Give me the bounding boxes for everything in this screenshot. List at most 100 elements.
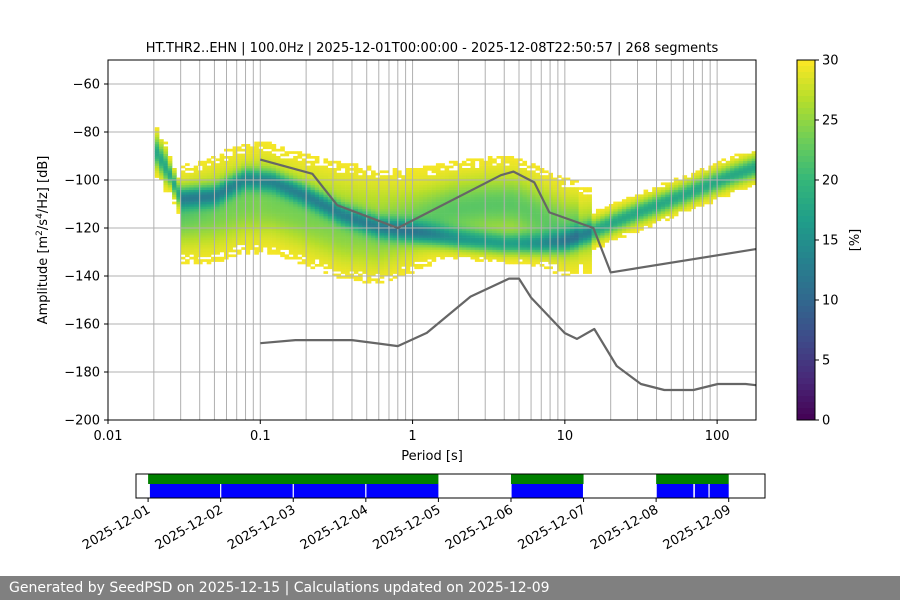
psd-cell bbox=[613, 223, 618, 226]
psd-cell bbox=[435, 172, 441, 176]
psd-cell bbox=[595, 208, 601, 212]
psd-cell bbox=[401, 194, 406, 198]
psd-cell bbox=[228, 240, 233, 243]
psd-cell bbox=[751, 170, 757, 174]
psd-cell bbox=[267, 177, 272, 181]
psd-cell bbox=[163, 168, 169, 171]
psd-cell bbox=[275, 182, 281, 186]
psd-cell bbox=[306, 216, 311, 219]
psd-cell bbox=[340, 268, 346, 272]
psd-cell bbox=[206, 182, 212, 186]
psd-cell bbox=[262, 182, 268, 186]
psd-cell bbox=[254, 247, 259, 250]
psd-cell bbox=[336, 266, 342, 270]
psd-cell bbox=[215, 192, 220, 195]
psd-cell bbox=[288, 182, 294, 186]
psd-cell bbox=[340, 182, 346, 186]
psd-cell bbox=[301, 153, 307, 157]
psd-cell bbox=[206, 168, 212, 171]
psd-cell bbox=[535, 235, 541, 238]
psd-cell bbox=[345, 204, 350, 207]
psd-cell bbox=[453, 184, 458, 188]
psd-cell bbox=[392, 256, 398, 260]
psd-cell bbox=[245, 144, 251, 147]
psd-cell bbox=[561, 256, 566, 260]
psd-cell bbox=[267, 153, 272, 157]
psd-cell bbox=[232, 211, 238, 214]
psd-cell bbox=[245, 165, 251, 169]
psd-cell bbox=[570, 247, 575, 250]
psd-cell bbox=[539, 230, 545, 234]
psd-cell bbox=[310, 192, 316, 195]
psd-cell bbox=[418, 211, 424, 214]
psd-cell bbox=[358, 211, 363, 214]
psd-cell bbox=[444, 170, 450, 174]
psd-cell bbox=[172, 184, 177, 188]
psd-cell bbox=[717, 160, 722, 164]
psd-cell bbox=[167, 160, 173, 164]
psd-cell bbox=[388, 247, 393, 250]
psd-cell bbox=[206, 189, 212, 193]
psd-cell bbox=[483, 225, 489, 229]
psd-cell bbox=[518, 187, 523, 190]
psd-cell bbox=[513, 228, 519, 231]
psd-cell bbox=[232, 151, 238, 154]
psd-cell bbox=[211, 225, 216, 229]
psd-cell bbox=[582, 187, 588, 190]
psd-cell bbox=[371, 225, 376, 229]
psd-cell bbox=[340, 163, 346, 166]
psd-cell bbox=[574, 240, 579, 243]
psd-cell bbox=[396, 242, 402, 246]
psd-cell bbox=[371, 192, 376, 195]
psd-cell bbox=[461, 163, 467, 166]
psd-cell bbox=[353, 182, 359, 186]
psd-cell bbox=[613, 230, 618, 234]
psd-cell bbox=[241, 196, 246, 200]
psd-cell bbox=[293, 194, 298, 198]
psd-cell bbox=[180, 184, 186, 188]
psd-cell bbox=[522, 220, 528, 224]
psd-cell bbox=[288, 151, 294, 154]
psd-cell bbox=[483, 220, 489, 224]
psd-cell bbox=[336, 235, 342, 238]
psd-cell bbox=[189, 235, 195, 238]
psd-cell bbox=[288, 232, 294, 236]
psd-cell bbox=[643, 220, 649, 224]
psd-cell bbox=[293, 192, 298, 195]
psd-cell bbox=[319, 165, 324, 169]
psd-cell bbox=[275, 216, 281, 219]
psd-cell bbox=[578, 237, 584, 241]
psd-cell bbox=[193, 228, 199, 231]
psd-cell bbox=[336, 189, 342, 193]
psd-cell bbox=[422, 242, 428, 246]
psd-cell bbox=[492, 218, 497, 222]
psd-cell bbox=[492, 213, 497, 217]
psd-cell bbox=[444, 180, 450, 183]
psd-cell bbox=[751, 182, 757, 186]
psd-cell bbox=[474, 158, 480, 162]
psd-cell bbox=[492, 208, 497, 212]
psd-cell bbox=[704, 175, 709, 178]
psd-cell bbox=[461, 204, 467, 207]
psd-cell bbox=[185, 208, 190, 212]
psd-cell bbox=[288, 201, 294, 205]
psd-cell bbox=[288, 180, 294, 183]
psd-cell bbox=[604, 220, 610, 224]
psd-cell bbox=[570, 271, 575, 274]
psd-cell bbox=[574, 268, 579, 272]
psd-cell bbox=[479, 163, 484, 166]
psd-cell bbox=[280, 206, 285, 210]
psd-cell bbox=[219, 218, 225, 222]
psd-cell bbox=[435, 189, 441, 193]
psd-cell bbox=[544, 201, 549, 205]
psd-cell bbox=[509, 235, 515, 238]
colorbar-segment bbox=[797, 114, 815, 121]
psd-cell bbox=[267, 242, 272, 246]
psd-cell bbox=[392, 175, 398, 178]
psd-cell bbox=[656, 196, 662, 200]
psd-cell bbox=[228, 223, 233, 226]
psd-cell bbox=[254, 199, 259, 202]
psd-cell bbox=[479, 172, 484, 176]
psd-cell bbox=[310, 184, 316, 188]
